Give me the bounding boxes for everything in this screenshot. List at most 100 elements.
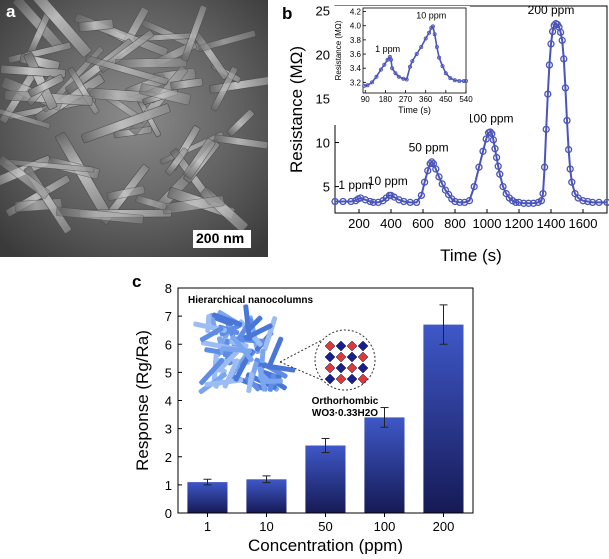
data-point — [435, 173, 443, 181]
data-point — [564, 145, 573, 154]
inset-y-tick-label: 3.4 — [350, 64, 362, 73]
data-point — [374, 198, 382, 207]
x-tick-label: 1200 — [505, 216, 534, 231]
data-point — [603, 198, 609, 207]
inset-data-point — [410, 59, 415, 64]
annotation-label: 10 ppm — [368, 174, 408, 188]
data-point — [499, 182, 507, 191]
x-tick-label: 200 — [348, 216, 370, 231]
bar — [305, 445, 346, 513]
data-point — [492, 153, 501, 162]
annotation-label: 200 ppm — [528, 3, 575, 17]
sem-image — [0, 0, 271, 257]
y-tick-label: 5 — [165, 365, 172, 380]
inset-data-point — [378, 67, 383, 72]
inset-annotation-label: 1 ppm — [375, 44, 400, 54]
data-point — [489, 136, 498, 144]
crystal-lattice-illustration — [324, 340, 369, 385]
inset-frame — [362, 7, 467, 94]
data-point — [347, 197, 355, 206]
response-chart-panel: c 1 10 50 100 200 0 1 2 3 4 5 6 7 8 Concentration (ppm… — [130, 270, 609, 555]
nanocolumn-cluster-illustration — [193, 304, 296, 395]
bar — [246, 479, 287, 514]
inset-data-point — [396, 74, 401, 79]
data-point — [515, 198, 523, 207]
data-point — [544, 90, 552, 98]
data-point — [524, 199, 533, 207]
inset-data-point — [370, 80, 375, 85]
inset-data-point — [452, 78, 457, 83]
data-point — [529, 199, 538, 207]
y-tick-label: 0 — [165, 506, 172, 521]
data-point — [568, 178, 576, 186]
data-point — [512, 198, 520, 207]
y-tick-label: 15 — [316, 91, 330, 106]
data-point — [561, 84, 570, 92]
data-point — [475, 163, 483, 171]
data-point — [366, 197, 374, 206]
inset-data-point — [430, 24, 435, 29]
inset-data-point — [432, 32, 437, 37]
data-point — [566, 165, 574, 173]
data-point — [542, 125, 550, 133]
data-point — [426, 160, 434, 168]
data-point — [428, 158, 436, 166]
inset-data-point — [382, 62, 387, 67]
inset-x-tick-label: 270 — [399, 95, 413, 104]
y-tick-label: 10 — [316, 136, 330, 151]
annotation-formula: WO3·0.33H2O — [312, 408, 378, 419]
data-point — [547, 40, 555, 48]
x-tick-label: 200 — [433, 519, 455, 534]
panel-letter-c: c — [132, 272, 142, 291]
x-axis-label: Time (s) — [440, 246, 502, 265]
data-point — [361, 196, 370, 204]
data-point — [331, 197, 339, 206]
x-tick-label: 1400 — [537, 216, 566, 231]
inset-x-tick-label: 540 — [459, 95, 473, 104]
data-point — [424, 167, 432, 175]
x-tick-label: 1000 — [473, 216, 502, 231]
y-tick-label: 7 — [165, 309, 172, 324]
y-axis-label: Resistance (MΩ) — [287, 46, 306, 173]
data-point — [494, 162, 502, 170]
panel-letter-a: a — [6, 2, 16, 21]
x-tick-label: 600 — [412, 216, 434, 231]
data-point — [420, 178, 429, 186]
data-point — [550, 21, 558, 30]
data-point — [584, 197, 592, 206]
inset-data-point — [419, 45, 424, 50]
y-axis-label: Response (Rg/Ra) — [133, 330, 152, 471]
y-tick-label: 4 — [165, 394, 172, 409]
inset-y-tick-label: 3.2 — [350, 78, 362, 87]
data-point — [456, 198, 464, 207]
x-tick-label: 400 — [380, 216, 402, 231]
data-point — [556, 28, 565, 37]
inset-y-tick-label: 3.8 — [350, 36, 362, 45]
annotation-label: 100 ppm — [467, 111, 514, 125]
y-tick-label: 3 — [165, 422, 172, 437]
inset-data-point — [448, 76, 453, 81]
y-tick-label: 2 — [165, 450, 172, 465]
inset-data-point — [443, 71, 448, 76]
sem-image-panel: a 200 nm — [0, 0, 271, 257]
inset-y-tick-label: 4.2 — [350, 8, 362, 17]
y-tick-label: 5 — [323, 180, 330, 195]
panel-letter-b: b — [282, 4, 293, 23]
data-point — [486, 128, 494, 136]
data-point — [558, 36, 566, 45]
data-point — [460, 198, 469, 207]
resistance-chart: 200 400 600 800 1000 1200 1400 1600 5 10 15 20 25 Tim… — [287, 3, 609, 265]
data-point — [537, 197, 546, 205]
x-tick-label: 1 — [204, 519, 211, 534]
data-point — [417, 191, 426, 200]
bar — [364, 417, 405, 513]
data-point — [438, 180, 446, 188]
inset-data-point — [434, 45, 439, 50]
y-tick-label: 6 — [165, 337, 172, 352]
inset-data-point — [414, 52, 419, 57]
x-tick-label: 800 — [444, 216, 466, 231]
data-point — [579, 197, 587, 205]
data-point — [491, 145, 499, 153]
data-point — [369, 198, 378, 207]
inset-data-point — [393, 71, 398, 76]
